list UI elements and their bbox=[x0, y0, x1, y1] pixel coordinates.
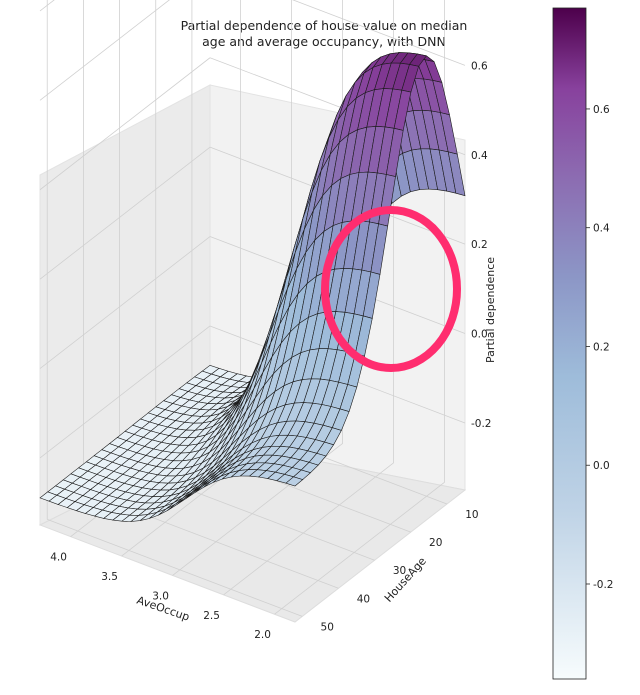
chart-title-line-2: age and average occupancy, with DNN bbox=[202, 34, 446, 49]
x-tick-label: 3.5 bbox=[101, 571, 118, 583]
z-axis-label: Partial dependence bbox=[484, 257, 497, 363]
grid-line bbox=[39, 325, 211, 459]
y-tick-label: 50 bbox=[321, 621, 334, 633]
grid-line bbox=[39, 146, 211, 280]
colorbar-tick-label: 0.6 bbox=[593, 104, 610, 116]
y-tick-label: 20 bbox=[429, 537, 442, 549]
colorbar-tick-label: -0.2 bbox=[593, 579, 614, 591]
y-axis-label: HouseAge bbox=[382, 554, 429, 604]
z-tick-label: 0.0 bbox=[471, 329, 488, 341]
grid-line bbox=[39, 0, 170, 101]
x-tick-label: 2.0 bbox=[254, 629, 271, 641]
y-axis-ticks: 10 20 30 40 50 bbox=[321, 509, 479, 633]
chart-title-line-1: Partial dependence of house value on med… bbox=[181, 18, 468, 33]
y-tick-label: 30 bbox=[393, 565, 406, 577]
x-tick-label: 4.0 bbox=[50, 552, 67, 564]
colorbar-tick-label: 0.2 bbox=[593, 341, 610, 353]
grid-line bbox=[292, 0, 466, 66]
highlight-ellipse bbox=[321, 206, 461, 372]
x-tick-label: 3.0 bbox=[152, 590, 169, 602]
colorbar-tick-label: 0.0 bbox=[593, 460, 610, 472]
z-tick-label: 0.4 bbox=[471, 150, 488, 162]
colorbar-ticks: -0.2 0.0 0.2 0.4 0.6 bbox=[586, 104, 614, 591]
z-axis-ticks: -0.20.00.20.40.60.8 bbox=[471, 60, 492, 430]
grid-line bbox=[39, 236, 211, 369]
y-tick-label: 40 bbox=[357, 593, 370, 605]
z-tick-label: 0.2 bbox=[471, 239, 488, 251]
colorbar bbox=[552, 7, 587, 680]
z-tick-label: 0.6 bbox=[471, 60, 488, 72]
x-tick-label: 2.5 bbox=[203, 610, 220, 622]
surface-cell bbox=[285, 476, 304, 487]
grid-line bbox=[274, 481, 445, 615]
grid-line bbox=[39, 0, 55, 12]
y-tick-label: 10 bbox=[465, 509, 478, 521]
grid-line bbox=[47, 519, 303, 617]
z-tick-label: -0.2 bbox=[471, 418, 492, 430]
grid-line bbox=[223, 462, 394, 596]
grid-line bbox=[39, 57, 211, 191]
colorbar-tick-label: 0.4 bbox=[593, 223, 610, 235]
x-axis-ticks: 4.0 3.5 3.0 2.5 2.0 bbox=[50, 552, 271, 642]
